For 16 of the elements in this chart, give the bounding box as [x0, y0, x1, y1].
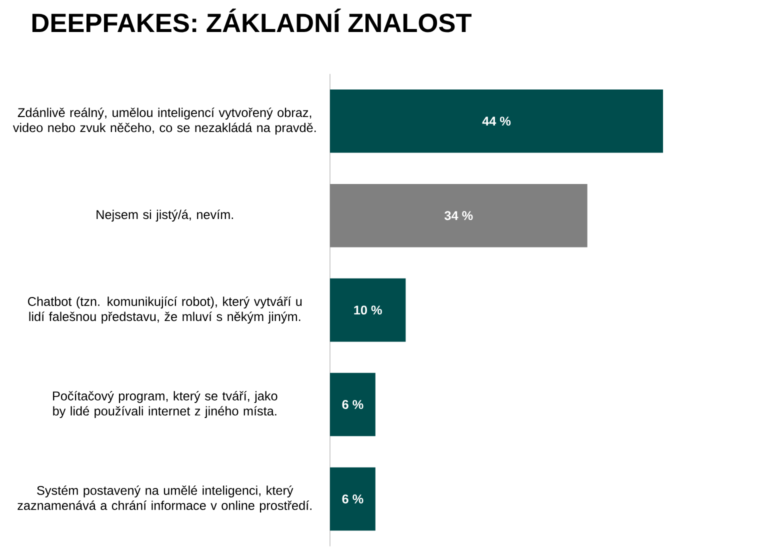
- data-label: 6 %: [342, 400, 364, 410]
- data-label: 6 %: [342, 494, 364, 504]
- data-label: 34 %: [444, 211, 473, 220]
- chart-title: DEEPFAKES: ZÁKLADNÍ ZNALOST: [32, 8, 472, 32]
- y-tick-label: Zdánlivě reálný, umělou inteligencí vytvořený obraz, video nebo zvuk něčeho, co se nezakládá na pravdě.: [12, 108, 316, 135]
- data-label: 10 %: [354, 306, 382, 315]
- y-tick-label: Chatbot (tzn. komunikující robot), který vytváří u lidí falešnou představu, že mluví s někým jiným.: [28, 296, 302, 324]
- bar: [330, 373, 376, 436]
- data-label: 44 %: [482, 116, 511, 126]
- bar: [330, 278, 406, 342]
- y-tick-label: Nejsem si jistý/á, nevím.: [96, 210, 234, 222]
- bar: [330, 184, 588, 248]
- y-tick-label: Systém postavený na umělé inteligenci, který zaznamenává a chrání informace v online prostředí.: [18, 486, 312, 513]
- bar: [330, 468, 376, 531]
- bar: [330, 90, 664, 153]
- y-tick-label: Počítačový program, který se tváří, jako by lidé používali internet z jiného místa.: [53, 391, 278, 418]
